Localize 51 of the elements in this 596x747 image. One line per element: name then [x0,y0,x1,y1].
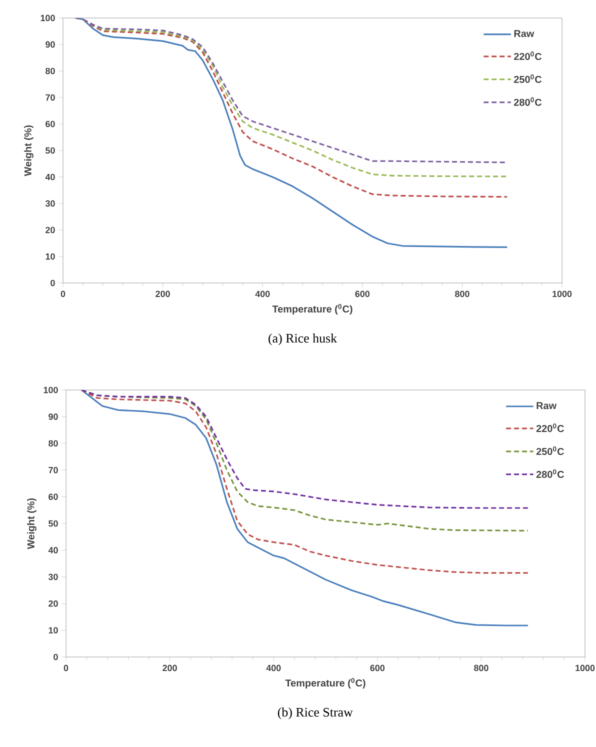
y-tick-label: 50 [48,520,58,527]
legend-label: 280$^{0}$C [536,469,564,478]
x-tick-label: 1000 [576,664,595,672]
y-tick-label: 30 [45,200,55,207]
y-tick-label: 30 [48,574,58,580]
x-axis-title: Temperature ($^{0}$C) [285,678,366,689]
x-axis-title: Temperature ($^{0}$C) [272,304,352,314]
x-tick-label: 800 [474,664,488,672]
y-tick-label: 10 [48,627,58,634]
y-tick-label: 90 [48,414,58,420]
text: (b) Rice Straw [278,708,353,720]
y-tick-label: 10 [46,253,55,260]
line-series [80,390,529,509]
y-tick-label: 60 [48,494,58,500]
y-tick-label: 80 [48,440,58,447]
legend-label: Raw [536,402,557,410]
legend-label: 220$^{0}$C [514,51,542,60]
legend-label: 250$^{0}$C [536,446,564,455]
y-tick-label: 70 [48,466,58,474]
legend-label: 220$^{0}$C [536,424,564,432]
x-tick-label: 400 [266,664,281,672]
x-tick-label: 600 [355,290,370,298]
y-tick-label: 20 [46,226,55,234]
x-tick-label: 200 [162,664,177,672]
y-tick-label: 60 [46,120,55,128]
y-tick-label: 100 [40,14,55,22]
y-tick-label: 40 [48,547,58,554]
line-series [80,390,529,574]
y-tick-label: 90 [46,41,55,48]
legend-label: 250$^{0}$C [514,74,542,83]
x-tick-label: 0 [64,664,68,672]
legend-label: Raw [514,30,534,38]
y-tick-label: 100 [44,386,58,394]
y-tick-label: 40 [45,174,55,180]
y-axis-title: Weight (%) [24,125,34,176]
y-tick-label: 70 [46,94,55,101]
text: (a) Rice husk [268,334,338,346]
y-tick-label: 0 [54,654,58,660]
y-tick-label: 50 [46,147,55,154]
x-tick-label: 1000 [552,290,572,298]
y-axis-title: Weight (%) [27,498,36,550]
y-tick-label: 20 [48,600,58,607]
x-tick-label: 400 [255,290,270,298]
line-series [80,390,529,626]
y-tick-label: 80 [46,68,55,74]
x-tick-label: 800 [455,290,470,298]
x-tick-label: 600 [370,664,385,672]
x-tick-label: 0 [60,290,66,298]
y-tick-label: 0 [50,280,55,286]
x-tick-label: 200 [156,290,170,298]
legend-label: 280$^{0}$C [514,97,542,106]
